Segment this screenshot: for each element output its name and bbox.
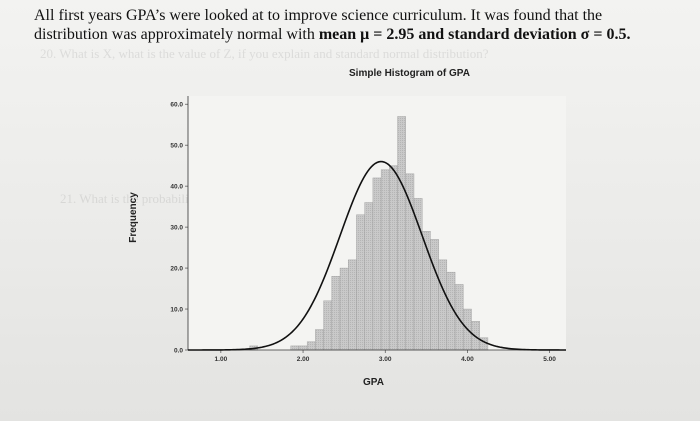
histogram-bar — [397, 116, 406, 351]
histogram-bar — [290, 345, 300, 351]
y-tick-label: 10.0 — [170, 306, 183, 313]
histogram-bar — [306, 341, 316, 351]
problem-line-2-text: distribution was approximately normal wi… — [34, 26, 319, 43]
histogram-bar — [323, 300, 333, 351]
x-tick-label: 1.00 — [215, 356, 228, 363]
problem-line-2: distribution was approximately normal wi… — [34, 25, 684, 44]
histogram-bar — [356, 214, 365, 351]
y-tick-label: 30.0 — [170, 224, 183, 231]
y-tick-label: 40.0 — [170, 183, 183, 190]
histogram-bar — [430, 239, 439, 351]
x-tick-label: 2.00 — [297, 356, 310, 363]
bleed-through-text-a: 20. What is X, what is the value of Z, i… — [40, 46, 489, 61]
y-tick-label: 20.0 — [170, 265, 183, 272]
y-tick-label: 0.0 — [174, 347, 183, 354]
problem-statement: All first years GPA’s were looked at to … — [34, 6, 684, 44]
normal-curve — [188, 160, 566, 351]
histogram-bar — [372, 177, 382, 351]
chart-title: Simple Histogram of GPA — [349, 68, 470, 79]
histogram-bar — [389, 165, 398, 351]
histogram-bar — [364, 202, 374, 351]
histogram-bar — [331, 276, 341, 351]
histogram-bar — [438, 259, 448, 351]
histogram-bar — [315, 329, 324, 351]
histogram-bar — [405, 173, 415, 351]
y-tick-label: 60.0 — [170, 101, 183, 108]
x-tick-label: 5.00 — [543, 356, 556, 363]
x-tick-label: 3.00 — [379, 356, 392, 363]
histogram-bar — [298, 345, 308, 351]
x-tick-label: 4.00 — [461, 356, 474, 363]
y-tick-label: 50.0 — [170, 142, 183, 149]
histogram-bar — [454, 284, 464, 351]
histogram-bar — [413, 198, 423, 351]
x-axis-label: GPA — [363, 377, 384, 388]
problem-line-1: All first years GPA’s were looked at to … — [34, 7, 603, 24]
histogram-bar — [380, 169, 390, 351]
mean-sd-statement: mean μ = 2.95 and standard deviation σ =… — [318, 26, 631, 43]
histogram-bar — [339, 267, 349, 351]
histogram-bar — [348, 259, 357, 351]
